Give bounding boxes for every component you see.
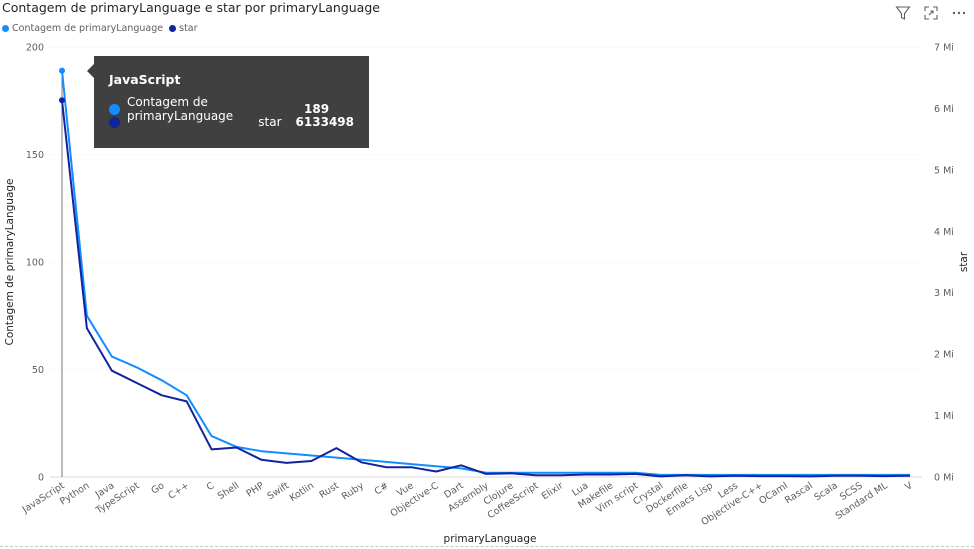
y2-tick-label: 2 Mi	[934, 350, 954, 361]
legend-label-count: Contagem de primaryLanguage	[12, 23, 164, 34]
x-tick-label: Kotlin	[288, 480, 316, 504]
series-line-star	[61, 100, 911, 478]
x-tick-label: Rust	[317, 480, 341, 501]
tooltip-row-star: star 6133498	[109, 115, 354, 129]
tooltip-row-count: Contagem de primaryLanguage 189	[109, 95, 354, 123]
x-tick-label: Scala	[812, 480, 839, 503]
legend-item-star[interactable]: star	[169, 23, 198, 34]
y2-tick-label: 6 Mi	[934, 104, 954, 115]
chart-title: Contagem de primaryLanguage e star por p…	[2, 0, 380, 15]
x-tick-label: C	[205, 480, 217, 493]
x-tick-label: Objective-C	[389, 480, 442, 519]
y-tick-label: 50	[32, 365, 44, 376]
series-line-count	[61, 70, 910, 476]
x-tick-label: C++	[166, 480, 191, 502]
tooltip-label-star: star	[258, 115, 282, 129]
x-tick-label: Go	[149, 480, 166, 497]
x-tick-label: C#	[373, 480, 391, 497]
y2-axis-title: star	[958, 251, 970, 272]
x-tick-label: Elixir	[540, 480, 566, 502]
y2-tick-label: 0 Mi	[934, 473, 954, 484]
x-tick-label: V	[903, 480, 915, 493]
y2-tick-label: 1 Mi	[934, 411, 954, 422]
x-tick-label: PHP	[245, 480, 267, 500]
tooltip-dot-star	[109, 116, 120, 128]
y-tick-label: 150	[26, 150, 44, 161]
x-tick-label: Shell	[216, 480, 241, 502]
legend-item-count[interactable]: Contagem de primaryLanguage	[2, 23, 163, 34]
y-tick-label: 100	[26, 258, 44, 269]
x-tick-label: Rascal	[783, 480, 815, 506]
more-options-icon[interactable]	[950, 4, 968, 22]
y-tick-label: 0	[38, 473, 44, 484]
y-axis-title: Contagem de primaryLanguage	[4, 178, 16, 345]
bottom-divider	[0, 546, 974, 547]
tooltip-dot-count	[109, 103, 120, 115]
filter-icon[interactable]	[894, 4, 912, 22]
focus-mode-icon[interactable]	[922, 4, 940, 22]
tooltip-title: JavaScript	[109, 72, 181, 87]
tooltip-value-count: 189	[304, 102, 330, 116]
x-tick-label: OCaml	[757, 480, 790, 507]
tooltip-value-star: 6133498	[295, 115, 354, 129]
y2-tick-label: 5 Mi	[934, 165, 954, 176]
chart-legend: Contagem de primaryLanguage star	[2, 23, 198, 34]
y2-tick-label: 3 Mi	[934, 288, 954, 299]
highlight-point-star	[59, 97, 65, 104]
y2-tick-label: 7 Mi	[934, 43, 954, 54]
x-tick-label: Ruby	[340, 480, 366, 502]
legend-dot-count	[2, 25, 9, 32]
visual-header-toolbar	[894, 4, 968, 22]
x-axis-title: primaryLanguage	[444, 533, 537, 545]
tooltip: JavaScript Contagem de primaryLanguage 1…	[87, 56, 369, 148]
legend-label-star: star	[179, 23, 198, 34]
tooltip-label-count: Contagem de primaryLanguage	[127, 95, 234, 123]
highlight-point-count	[59, 67, 65, 74]
legend-dot-star	[169, 25, 177, 32]
x-tick-label: Swift	[266, 480, 292, 502]
y-tick-label: 200	[26, 43, 44, 54]
y2-tick-label: 4 Mi	[934, 227, 954, 238]
